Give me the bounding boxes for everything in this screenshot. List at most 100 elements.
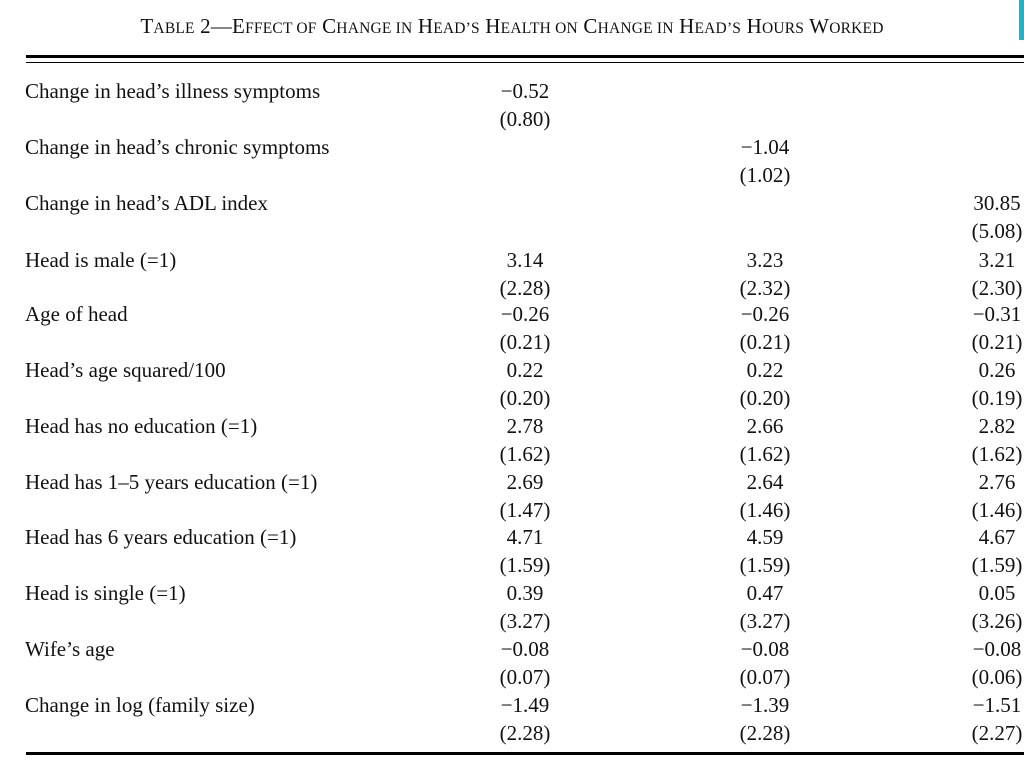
table-cell-col-1: [478, 190, 572, 244]
standard-error-value: (0.21): [971, 330, 1023, 354]
row-label: Wife’s age: [25, 637, 115, 661]
table-row: Change in head’s ADL index 30.85 (5.08): [0, 190, 1024, 246]
standard-error-value: (1.02): [739, 163, 791, 187]
table-cell-col-2: −0.26 (0.21): [718, 301, 812, 355]
coefficient-value: 3.14: [506, 248, 544, 272]
coefficient-value: 0.26: [978, 358, 1016, 382]
table-row: Head has 1–5 years education (=1) 2.69 (1.…: [0, 469, 1024, 525]
row-label: Change in head’s illness symptoms: [25, 79, 321, 103]
standard-error-value: (1.62): [971, 442, 1023, 466]
table-cell-col-1: −0.08 (0.07): [478, 636, 572, 690]
table-cell-col-1: 0.39 (3.27): [478, 580, 572, 634]
coefficient-value: 4.59: [746, 525, 784, 549]
table-row: Head is male (=1) 3.14 (2.28) 3.23 (2.32) 3.2…: [0, 247, 1024, 303]
standard-error-value: (2.28): [499, 276, 551, 300]
table-row: Change in head’s chronic symptoms −1.04 (1…: [0, 134, 1024, 190]
table-cell-col-1: [478, 134, 572, 188]
coefficient-value: −0.08: [740, 637, 790, 661]
standard-error-value: (0.21): [499, 330, 551, 354]
standard-error-value: (3.27): [739, 609, 791, 633]
table-cell-col-2: −1.39 (2.28): [718, 692, 812, 746]
coefficient-value: 0.22: [746, 358, 784, 382]
coefficient-value: 2.76: [978, 470, 1016, 494]
coefficient-value: [478, 190, 572, 216]
standard-error-value: (0.06): [971, 665, 1023, 689]
standard-error-value: (2.28): [739, 721, 791, 745]
row-label: Change in log (family size): [25, 693, 255, 717]
table-cell-col-3: [950, 78, 1024, 132]
coefficient-value: 3.23: [746, 248, 784, 272]
standard-error-value: (2.30): [971, 276, 1023, 300]
coefficient-value: −1.04: [740, 135, 790, 159]
coefficient-value: [950, 134, 1024, 160]
coefficient-value: −1.49: [500, 693, 550, 717]
coefficient-value: −0.08: [500, 637, 550, 661]
standard-error-value: (0.80): [499, 107, 551, 131]
standard-error-value: (0.07): [499, 665, 551, 689]
standard-error-value: (1.62): [499, 442, 551, 466]
table-cell-col-1: −0.52 (0.80): [478, 78, 572, 132]
row-label: Head’s age squared/100: [25, 358, 226, 382]
table-cell-col-1: 0.22 (0.20): [478, 357, 572, 411]
standard-error-value: [478, 162, 572, 188]
standard-error-value: (1.62): [739, 442, 791, 466]
table-cell-col-2: 0.22 (0.20): [718, 357, 812, 411]
standard-error-value: (1.59): [739, 553, 791, 577]
top-rule-thin: [26, 62, 1024, 63]
table-cell-col-1: 2.78 (1.62): [478, 413, 572, 467]
table-row: Wife’s age −0.08 (0.07) −0.08 (0.07) −0.08 (0.…: [0, 636, 1024, 692]
standard-error-value: (1.47): [499, 498, 551, 522]
standard-error-value: (1.59): [971, 553, 1023, 577]
table-cell-col-2: −0.08 (0.07): [718, 636, 812, 690]
table-cell-col-2: 2.64 (1.46): [718, 469, 812, 523]
table-row: Change in head’s illness symptoms −0.52 (0…: [0, 78, 1024, 134]
table-cell-col-2: 2.66 (1.62): [718, 413, 812, 467]
standard-error-value: (5.08): [971, 219, 1023, 243]
row-label: Change in head’s ADL index: [25, 191, 269, 215]
table-cell-col-3: −0.08 (0.06): [950, 636, 1024, 690]
coefficient-value: −1.51: [972, 693, 1022, 717]
table-cell-col-3: 0.26 (0.19): [950, 357, 1024, 411]
coefficient-value: −1.39: [740, 693, 790, 717]
table-cell-col-3: 2.82 (1.62): [950, 413, 1024, 467]
table-cell-col-3: 2.76 (1.46): [950, 469, 1024, 523]
coefficient-value: 0.39: [506, 581, 544, 605]
coefficient-value: 30.85: [973, 191, 1021, 215]
table-cell-col-1: 2.69 (1.47): [478, 469, 572, 523]
coefficient-value: 4.67: [978, 525, 1016, 549]
table-cell-col-3: −0.31 (0.21): [950, 301, 1024, 355]
standard-error-value: [718, 106, 812, 132]
row-label: Head is male (=1): [25, 248, 177, 272]
standard-error-value: (3.27): [499, 609, 551, 633]
coefficient-value: 3.21: [978, 248, 1016, 272]
table-row: Head has no education (=1) 2.78 (1.62) 2.66…: [0, 413, 1024, 469]
table-cell-col-3: 3.21 (2.30): [950, 247, 1024, 301]
table-cell-col-2: 3.23 (2.32): [718, 247, 812, 301]
table-cell-col-2: 0.47 (3.27): [718, 580, 812, 634]
standard-error-value: (0.20): [499, 386, 551, 410]
row-label: Head is single (=1): [25, 581, 186, 605]
standard-error-value: (2.28): [499, 721, 551, 745]
page-edge-accent: [1019, 0, 1024, 40]
coefficient-value: −0.26: [740, 302, 790, 326]
coefficient-value: 0.05: [978, 581, 1016, 605]
standard-error-value: (1.59): [499, 553, 551, 577]
table-row: Change in log (family size) −1.49 (2.28) −1…: [0, 692, 1024, 748]
table-cell-col-1: 3.14 (2.28): [478, 247, 572, 301]
table-caption: TABLE 2—EFFECT OF CHANGE IN HEAD’S HEALT…: [140, 14, 884, 38]
table-cell-col-3: 0.05 (3.26): [950, 580, 1024, 634]
top-rule-thick: [26, 55, 1024, 58]
standard-error-value: (1.46): [971, 498, 1023, 522]
table-cell-col-2: [718, 78, 812, 132]
standard-error-value: (1.46): [739, 498, 791, 522]
table-cell-col-2: [718, 190, 812, 244]
table-cell-col-1: −0.26 (0.21): [478, 301, 572, 355]
row-label: Head has 6 years education (=1): [25, 525, 297, 549]
row-label: Age of head: [25, 302, 128, 326]
coefficient-value: 2.66: [746, 414, 784, 438]
coefficient-value: 0.22: [506, 358, 544, 382]
coefficient-value: −0.08: [972, 637, 1022, 661]
table-row: Head has 6 years education (=1) 4.71 (1.59…: [0, 524, 1024, 580]
standard-error-value: (0.07): [739, 665, 791, 689]
table-cell-col-3: 4.67 (1.59): [950, 524, 1024, 578]
